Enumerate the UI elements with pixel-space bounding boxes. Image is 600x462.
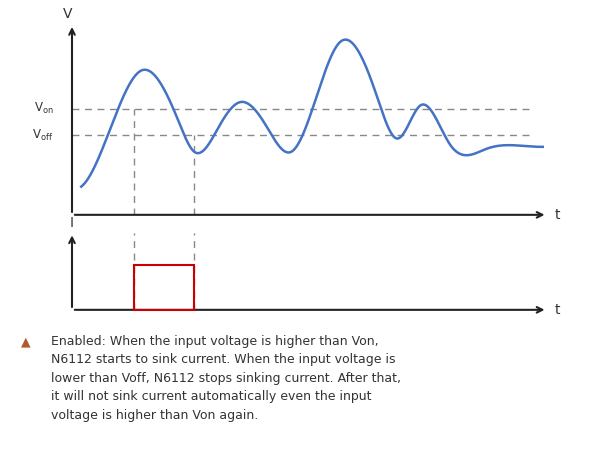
Text: I: I [70,216,74,230]
Text: V: V [62,7,72,21]
Text: t: t [554,303,560,317]
Bar [134,265,194,310]
Text: ▲: ▲ [21,335,31,348]
Text: V$_{\mathregular{off}}$: V$_{\mathregular{off}}$ [32,128,53,143]
Text: V$_{\mathregular{on}}$: V$_{\mathregular{on}}$ [34,101,53,116]
Text: Enabled: When the input voltage is higher than Von,
N6112 starts to sink current: Enabled: When the input voltage is highe… [51,335,401,422]
Text: t: t [554,208,560,222]
